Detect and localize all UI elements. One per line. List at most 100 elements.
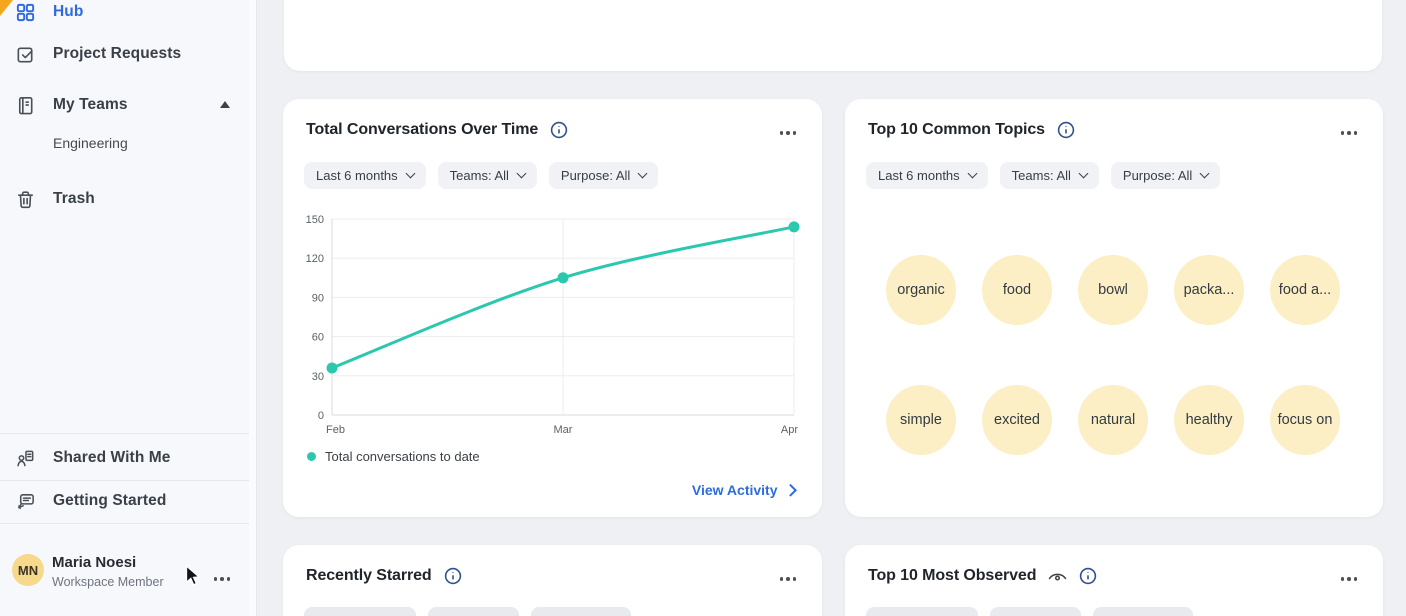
card-title: Top 10 Common Topics	[868, 121, 1045, 138]
svg-text:0: 0	[318, 410, 324, 422]
chevron-down-icon	[405, 168, 416, 179]
filter-chip-partial[interactable]	[866, 607, 978, 616]
info-icon[interactable]	[444, 567, 462, 585]
card-recently-starred: Recently Starred	[283, 545, 822, 616]
user-profile: MN Maria Noesi Workspace Member	[0, 545, 256, 605]
chevron-down-icon	[1199, 168, 1210, 179]
data-point[interactable]	[326, 362, 338, 374]
svg-text:120: 120	[306, 253, 324, 265]
svg-text:30: 30	[312, 371, 324, 383]
topic-bubble[interactable]: food a...	[1270, 255, 1340, 325]
filter-timeframe[interactable]: Last 6 months	[866, 162, 988, 189]
chevron-down-icon	[637, 168, 648, 179]
topic-bubble[interactable]: focus on	[1270, 385, 1340, 455]
divider	[0, 523, 255, 524]
topic-bubble[interactable]: simple	[886, 385, 956, 455]
svg-text:Feb: Feb	[326, 424, 345, 436]
more-menu-icon[interactable]	[776, 127, 801, 139]
filter-chip-partial[interactable]	[990, 607, 1081, 616]
divider	[0, 433, 255, 434]
more-menu-icon[interactable]	[776, 573, 801, 585]
filter-bar: Last 6 months Teams: All Purpose: All	[866, 162, 1221, 189]
sidebar-item-shared-with-me[interactable]: Shared With Me	[0, 444, 256, 472]
corner-accent	[0, 0, 13, 16]
divider	[0, 480, 255, 481]
topic-bubble[interactable]: excited	[982, 385, 1052, 455]
info-icon[interactable]	[1079, 567, 1097, 585]
filter-label: Purpose: All	[1122, 168, 1193, 183]
data-point[interactable]	[788, 221, 800, 233]
sidebar-item-my-teams[interactable]: My Teams	[0, 91, 256, 119]
notebook-icon	[14, 94, 36, 116]
view-activity-link[interactable]: View Activity	[691, 482, 796, 498]
svg-text:60: 60	[312, 332, 324, 344]
filter-purpose[interactable]: Purpose: All	[548, 162, 659, 189]
topic-bubble[interactable]: bowl	[1078, 255, 1148, 325]
filter-chip-partial[interactable]	[1093, 607, 1193, 616]
task-check-icon	[14, 43, 36, 65]
data-point[interactable]	[557, 272, 569, 284]
svg-text:Mar: Mar	[554, 424, 573, 436]
info-icon[interactable]	[550, 121, 568, 139]
legend-dot-icon	[307, 452, 316, 461]
filter-bar: Last 6 months Teams: All Purpose: All	[304, 162, 659, 189]
sidebar-item-label: Getting Started	[53, 492, 167, 509]
sidebar-item-label: Shared With Me	[53, 449, 171, 466]
sidebar-item-trash[interactable]: Trash	[0, 185, 256, 213]
chevron-down-icon	[1078, 168, 1089, 179]
sidebar-item-label: Project Requests	[53, 45, 182, 62]
user-role: Workspace Member	[52, 575, 164, 589]
card-title: Total Conversations Over Time	[306, 121, 539, 138]
filter-teams[interactable]: Teams: All	[437, 162, 537, 189]
filter-label: Purpose: All	[560, 168, 631, 183]
sidebar-item-label: Trash	[53, 190, 95, 207]
info-icon[interactable]	[1057, 121, 1075, 139]
chevron-down-icon	[967, 168, 978, 179]
chat-guide-icon	[14, 490, 36, 512]
filter-chip-partial[interactable]	[304, 607, 416, 616]
svg-text:90: 90	[312, 292, 324, 304]
filter-teams[interactable]: Teams: All	[999, 162, 1099, 189]
conversations-chart: 0 30 60 90 120 150 Feb Mar Apr	[302, 210, 807, 443]
filter-chip-partial[interactable]	[428, 607, 519, 616]
filter-label: Last 6 months	[316, 168, 398, 183]
topic-bubble[interactable]: food	[982, 255, 1052, 325]
collapse-triangle-icon[interactable]	[220, 101, 230, 108]
shared-person-doc-icon	[14, 447, 36, 469]
topic-bubble[interactable]: healthy	[1174, 385, 1244, 455]
card-total-conversations: Total Conversations Over Time Last 6 mon…	[283, 99, 822, 517]
card-title: Recently Starred	[306, 567, 432, 584]
user-more-menu-icon[interactable]	[210, 573, 235, 585]
sidebar-item-label: Hub	[53, 3, 84, 20]
more-menu-icon[interactable]	[1337, 127, 1362, 139]
filter-purpose[interactable]: Purpose: All	[1110, 162, 1221, 189]
card-title: Top 10 Most Observed	[868, 567, 1037, 584]
filter-label: Teams: All	[449, 168, 509, 183]
chart-legend: Total conversations to date	[307, 449, 480, 464]
svg-text:Apr: Apr	[781, 424, 798, 436]
filter-label: Teams: All	[1011, 168, 1071, 183]
sidebar-item-hub[interactable]: Hub	[0, 0, 256, 26]
card-most-observed: Top 10 Most Observed	[845, 545, 1383, 616]
card-partial-top	[284, 0, 1382, 71]
topic-bubble[interactable]: organic	[886, 255, 956, 325]
chevron-down-icon	[516, 168, 527, 179]
filter-label: Last 6 months	[878, 168, 960, 183]
trash-icon	[14, 188, 36, 210]
sidebar-item-project-requests[interactable]: Project Requests	[0, 40, 256, 68]
topic-bubble[interactable]: packa...	[1174, 255, 1244, 325]
filter-chip-partial[interactable]	[531, 607, 631, 616]
svg-text:150: 150	[306, 214, 324, 226]
sidebar-item-getting-started[interactable]: Getting Started	[0, 487, 256, 515]
link-label: View Activity	[691, 482, 778, 498]
user-name: Maria Noesi	[52, 554, 137, 571]
sidebar-item-label: My Teams	[53, 96, 128, 113]
more-menu-icon[interactable]	[1337, 573, 1362, 585]
card-common-topics: Top 10 Common Topics Last 6 months Teams…	[845, 99, 1383, 517]
legend-label: Total conversations to date	[325, 449, 480, 464]
filter-timeframe[interactable]: Last 6 months	[304, 162, 426, 189]
topic-bubble[interactable]: natural	[1078, 385, 1148, 455]
grid-icon	[14, 1, 36, 23]
sidebar-item-engineering[interactable]: Engineering	[53, 135, 128, 151]
